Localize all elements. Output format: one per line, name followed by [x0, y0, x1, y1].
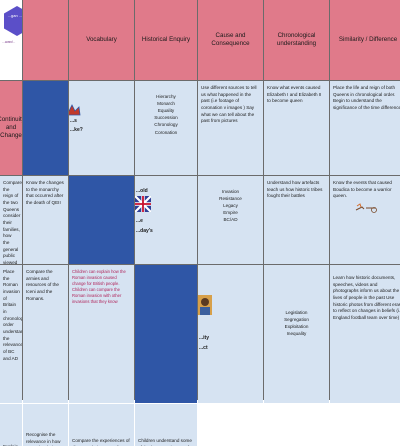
- vocab-term: Segregation: [284, 317, 309, 323]
- row-2-topic-label-a: ...old: [136, 188, 148, 194]
- crown-icon: [69, 104, 81, 116]
- vocab-term: Chronology: [154, 122, 178, 128]
- vocab-term: Legislation: [285, 310, 308, 315]
- row-3-similarity: Compare the experiences of diverse ethni…: [69, 404, 134, 446]
- row-2-continuity: Children can explain how the Roman invas…: [69, 265, 134, 403]
- row-1-continuity: Know the changes to the monarchy that oc…: [23, 176, 68, 264]
- row-1-chronology: Place the life and reign of both Queens …: [330, 81, 400, 175]
- header-historical-enquiry: Historical Enquiry: [135, 0, 197, 80]
- row-1-side: [23, 81, 68, 175]
- vocab-term: Empire: [223, 210, 238, 216]
- union-flag-icon: [135, 196, 151, 212]
- vocab-term: Invasion: [221, 189, 240, 194]
- header-similarity-difference: Similarity / Difference: [330, 0, 400, 80]
- row-3-vocabulary: Legislation Segregation Exploitation Ine…: [264, 265, 329, 403]
- row-3-topic-label-a: ...ity: [199, 335, 210, 341]
- header-cause-consequence: Cause and Consequence: [198, 0, 263, 80]
- logo-tagline: ...ward...: [2, 40, 16, 44]
- vocab-term: Inequality: [286, 331, 307, 337]
- vocab-term: Succession: [154, 115, 178, 121]
- header-continuity-change: Continuity and Change: [0, 81, 22, 175]
- row-2-enquiry: Understand how artefacts teach us how hi…: [264, 176, 329, 264]
- row-1-topic: ...s ...ke?: [69, 81, 134, 175]
- row-1-vocabulary: Hierarchy Monarch Equality Succession Ch…: [135, 81, 197, 175]
- row-2-topic-label-c: ...day's: [136, 228, 153, 234]
- row-3-enquiry: Learn how historic documents, speeches, …: [330, 265, 400, 403]
- row-3-cause: Explain the historic beliefs and actions…: [0, 404, 22, 446]
- vocab-term: Equality: [157, 108, 175, 114]
- row-2-cause: Know the events that caused Boudica to b…: [330, 176, 400, 264]
- row-2-topic-label-b: ...e: [136, 218, 143, 224]
- row-1-similarity-text: Compare the reign of the two Queens cons…: [3, 180, 22, 264]
- logo-badge: ...gan ...ds: [4, 6, 22, 36]
- vocab-term: Exploitation: [284, 324, 309, 330]
- row-1-similarity: Compare the reign of the two Queens cons…: [0, 176, 22, 264]
- row-1-cause: Know what events caused Elizabeth I and …: [264, 81, 329, 175]
- header-vocabulary: Vocabulary: [69, 0, 134, 80]
- header-unit: [23, 0, 68, 80]
- vocab-term: Monarch: [157, 101, 175, 107]
- row-1-enquiry: Use different sources to tell us what ha…: [198, 81, 263, 175]
- row-3-topic: ...ity ...ct: [198, 265, 263, 403]
- row-3-chronology: Recognise the relevance in how recently …: [23, 404, 68, 446]
- vocab-term: Coronation: [154, 129, 178, 135]
- vocab-term: Legacy: [223, 203, 238, 209]
- vocab-term: Hierarchy: [156, 94, 176, 99]
- portrait-icon: [198, 295, 212, 315]
- row-1-topic-label-a: ...s: [70, 118, 77, 124]
- chariot-icon: [355, 203, 377, 213]
- row-2-side: [69, 176, 134, 264]
- row-1-topic-label-b: ...ke?: [70, 127, 83, 133]
- row-2-topic: ...old ...e ...day's: [135, 176, 197, 264]
- row-3-side: [135, 265, 197, 403]
- row-3-continuity: Children understand some of the key expe…: [135, 404, 197, 446]
- row-2-cause-text: Know the events that caused Boudica to b…: [333, 180, 392, 199]
- row-3-topic-label-b: ...ct: [199, 345, 208, 351]
- school-logo: ...gan ...ds ...ward...: [0, 0, 22, 80]
- row-2-similarity: Compare the armies and resources of the …: [23, 265, 68, 403]
- vocab-term: BC/AD: [223, 217, 238, 223]
- row-2-vocabulary: Invasion Resistance Legacy Empire BC/AD: [198, 176, 263, 264]
- header-chronological: Chronological understanding: [264, 0, 329, 80]
- row-2-chronology: Place the Roman invasion of Britain in c…: [0, 265, 22, 403]
- vocab-term: Resistance: [219, 196, 242, 202]
